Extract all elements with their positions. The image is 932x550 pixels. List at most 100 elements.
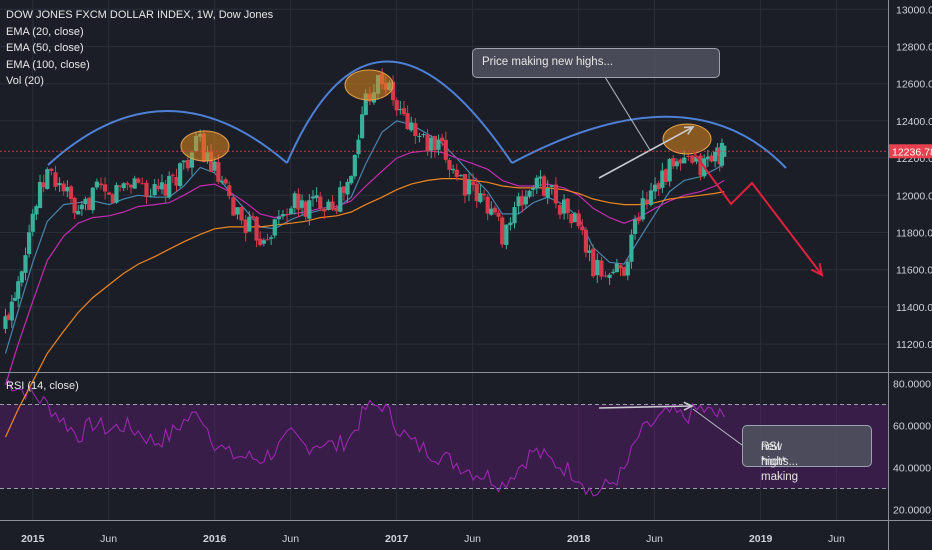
time-tick-label: Jun <box>646 533 663 545</box>
candle-up <box>595 259 600 276</box>
candle-up <box>660 170 665 188</box>
candle-up <box>572 213 578 222</box>
candle-up <box>527 190 532 197</box>
ema-line-50 <box>4 150 725 386</box>
rsi-callout[interactable]: RSI *not* making new highs... <box>742 425 872 483</box>
candle-up <box>409 122 414 131</box>
candle-up <box>30 213 35 232</box>
candle-up <box>94 181 99 188</box>
projection-arrowhead <box>810 263 824 277</box>
candle-down <box>334 208 339 212</box>
candle-up <box>360 114 365 139</box>
candle-up <box>34 206 39 215</box>
candle-down <box>239 206 244 221</box>
candle-down <box>663 169 669 182</box>
candle-down <box>413 123 418 137</box>
candle-down <box>405 113 410 130</box>
candle-down <box>68 186 74 199</box>
candle-down <box>565 198 570 214</box>
candle-down <box>569 213 574 224</box>
candle-up <box>508 222 513 226</box>
last-price-label: 12236.78 <box>892 146 932 158</box>
candle-up <box>705 156 710 160</box>
candle-down <box>144 182 149 198</box>
candle-down <box>330 201 335 210</box>
candle-down <box>432 135 438 151</box>
time-tick-label: 2016 <box>203 533 227 545</box>
rsi-panel <box>0 378 888 497</box>
candle-down <box>678 159 683 164</box>
candle-down <box>520 196 525 206</box>
candle-up <box>12 297 18 301</box>
price-tick-label: 12800.00 <box>896 42 932 54</box>
candle-down <box>492 207 498 213</box>
candle-up <box>652 184 658 192</box>
ema-line-20 <box>4 120 725 354</box>
candle-up <box>611 271 616 274</box>
candle-up <box>276 216 281 220</box>
candle-down <box>618 265 623 269</box>
candle-up <box>219 181 225 183</box>
candle-up <box>587 250 592 253</box>
candle-down <box>454 169 459 177</box>
rsi-band-fill <box>0 404 888 489</box>
candle-down <box>580 226 585 231</box>
legend-ema100[interactable]: EMA (100, close) <box>6 58 90 71</box>
candle-down <box>87 197 92 210</box>
candle-up <box>280 214 286 217</box>
rsi-line <box>5 378 725 497</box>
candle-down <box>603 275 608 277</box>
candle-up <box>272 219 277 236</box>
candle-down <box>125 183 130 185</box>
candle-down <box>341 186 347 193</box>
candle-up <box>326 201 331 210</box>
candle-down <box>303 201 308 217</box>
candle-down <box>447 159 452 170</box>
candle-down <box>698 155 703 176</box>
candle-down <box>474 183 479 202</box>
legend-vol[interactable]: Vol (20) <box>6 75 44 87</box>
candle-down <box>72 197 77 214</box>
candle-down <box>500 217 505 245</box>
candle-down <box>599 260 604 277</box>
price-callout[interactable]: Price making new highs... <box>472 48 720 78</box>
candle-up <box>289 208 294 215</box>
candle-down <box>128 184 134 188</box>
price-callout-pointer <box>604 76 651 151</box>
candle-down <box>110 194 115 203</box>
annotation-arrows <box>598 76 824 446</box>
rsi-title[interactable]: RSI (14, close) <box>6 380 79 392</box>
head-and-shoulders-pattern <box>47 60 787 169</box>
candle-up <box>504 224 509 245</box>
candle-up <box>76 210 81 215</box>
candle-down <box>258 238 263 246</box>
candle-up <box>458 175 463 177</box>
candle-down <box>49 168 54 171</box>
candle-up <box>269 237 274 239</box>
candle-up <box>181 160 186 163</box>
candle-down <box>717 147 722 165</box>
candle-down <box>553 184 559 204</box>
legend-ema50[interactable]: EMA (50, close) <box>6 42 84 54</box>
last-price-tag <box>889 144 932 159</box>
candle-up <box>648 190 654 205</box>
candle-down <box>636 217 641 222</box>
candle-down <box>690 155 695 163</box>
legend-ema20[interactable]: EMA (20, close) <box>6 25 84 38</box>
candle-down <box>140 183 145 185</box>
candle-down <box>322 208 327 212</box>
candle-up <box>478 193 483 203</box>
candle-down <box>296 193 301 210</box>
rsi-high-trend-arrow-head <box>683 401 694 411</box>
candle-down <box>557 205 563 215</box>
time-tick-label: Jun <box>282 533 299 545</box>
candle-up <box>212 161 217 171</box>
time-tick-label: 2015 <box>21 533 45 545</box>
candle-down <box>61 183 66 192</box>
candle-down <box>231 197 236 216</box>
time-tick-label: 2017 <box>385 533 409 545</box>
price-tick-label: 12600.00 <box>896 79 932 91</box>
candle-up <box>261 240 266 244</box>
candle-up <box>531 188 536 190</box>
candle-up <box>436 139 441 150</box>
